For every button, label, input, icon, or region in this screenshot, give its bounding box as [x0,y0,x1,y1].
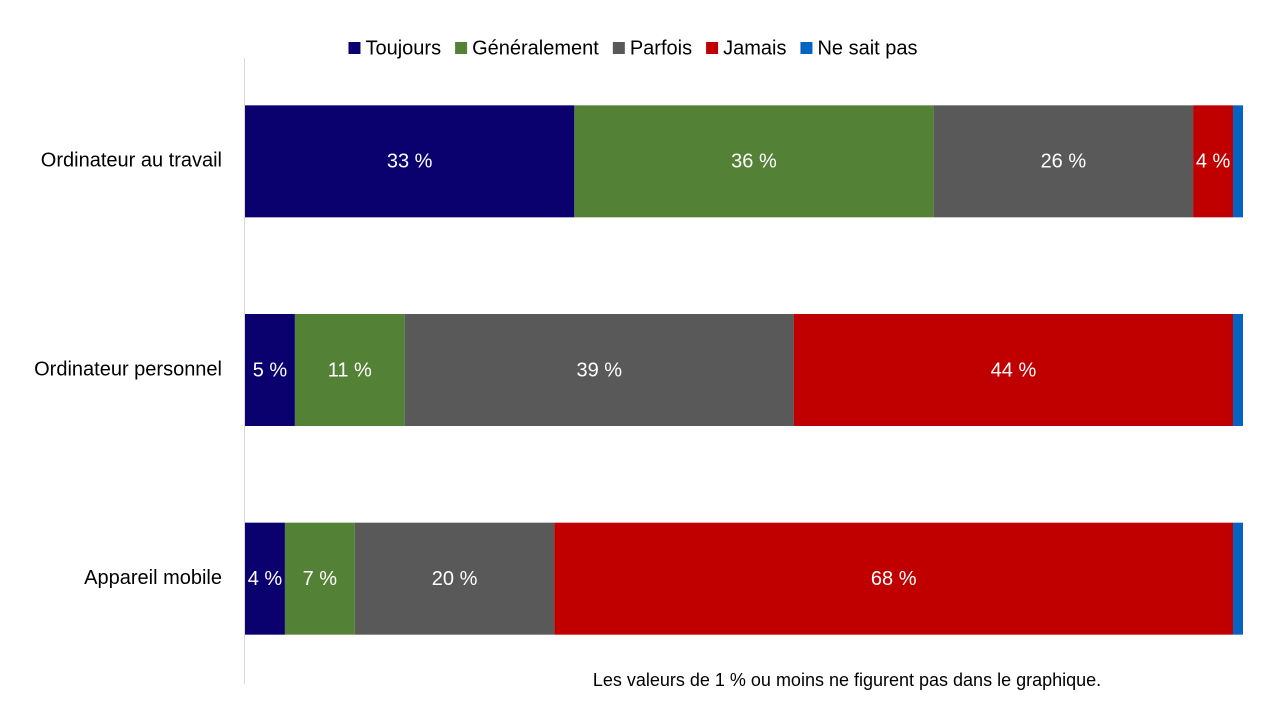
data-label: 4 % [1196,151,1231,173]
legend-swatch [455,42,468,54]
y-tick-label: Appareil mobile [84,567,222,589]
data-label: 33 % [387,151,433,173]
bar-segment [354,522,555,635]
data-label: 68 % [871,568,917,590]
data-label: 4 % [248,568,283,590]
legend-label: Jamais [723,37,786,59]
y-tick-label: Ordinateur au travail [41,150,222,172]
data-label: 44 % [991,359,1037,381]
bar-segment [554,522,1234,635]
bar-segment [245,314,295,426]
legend-swatch [348,42,361,54]
bar-segment [933,105,1194,218]
bar-segment [284,522,355,635]
bar-segment [1233,314,1243,426]
data-label: 39 % [576,359,622,381]
legend-label: Généralement [472,37,599,59]
bar-segment [793,314,1234,426]
data-label: 20 % [432,568,478,590]
bar-segment [1233,105,1243,218]
footnote: Les valeurs de 1 % ou moins ne figurent … [593,670,1101,690]
data-label: 26 % [1041,151,1087,173]
bar-segment [245,105,575,218]
legend-swatch [800,42,813,54]
y-tick-label: Ordinateur personnel [34,358,222,380]
data-label: 11 % [328,359,372,381]
bar-segment [404,314,794,426]
bar-segment [1193,105,1234,218]
data-label: 36 % [731,151,777,173]
data-label: 5 % [253,359,288,381]
bar-segment [1233,522,1243,635]
legend-swatch [706,42,719,54]
legend-label: Toujours [365,37,441,59]
bar-segment [294,314,405,426]
legend-swatch [612,42,625,54]
bar-segment [245,522,285,635]
bar-segment [574,105,934,218]
legend-label: Parfois [630,37,692,59]
legend-label: Ne sait pas [817,37,917,59]
data-label: 7 % [303,568,338,590]
